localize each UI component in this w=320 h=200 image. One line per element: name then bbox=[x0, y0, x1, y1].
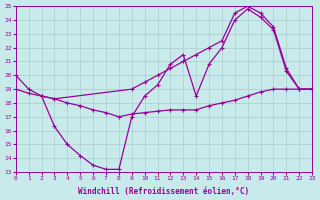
X-axis label: Windchill (Refroidissement éolien,°C): Windchill (Refroidissement éolien,°C) bbox=[78, 187, 250, 196]
